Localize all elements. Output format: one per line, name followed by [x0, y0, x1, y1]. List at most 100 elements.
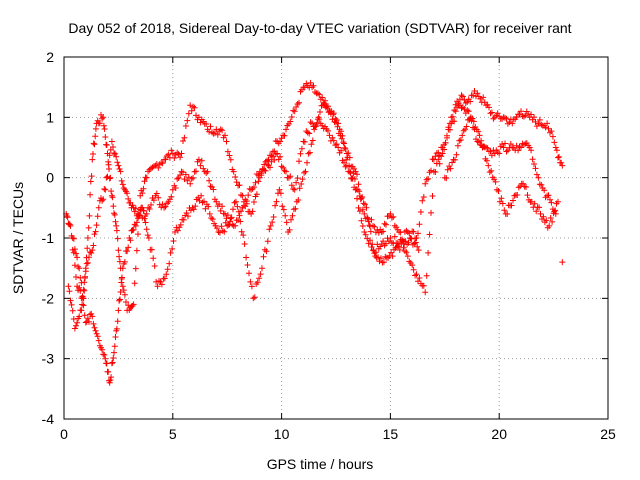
data-point	[255, 178, 262, 185]
data-point	[486, 104, 492, 111]
data-point	[359, 194, 366, 200]
data-point	[232, 198, 239, 205]
data-point	[391, 233, 398, 240]
data-point	[293, 104, 300, 110]
data-point	[155, 194, 162, 201]
data-point	[78, 279, 85, 286]
data-point	[415, 247, 422, 254]
data-point	[325, 127, 331, 134]
data-point	[502, 114, 508, 121]
data-point	[276, 186, 283, 193]
data-point	[452, 108, 459, 115]
data-point	[375, 254, 382, 261]
x-tick-label: 25	[600, 426, 616, 442]
y-tick-label: -2	[42, 290, 55, 306]
data-point	[283, 219, 290, 226]
data-point	[299, 176, 306, 183]
data-point	[544, 120, 551, 127]
data-point	[281, 132, 288, 139]
data-point	[312, 89, 318, 95]
data-point	[108, 192, 115, 199]
data-point	[117, 168, 124, 175]
data-point	[206, 210, 213, 217]
data-point	[75, 263, 82, 270]
data-point	[477, 95, 484, 102]
data-point	[156, 161, 163, 168]
data-point	[130, 226, 137, 233]
data-point	[382, 253, 389, 260]
data-point	[360, 200, 367, 207]
data-point	[412, 239, 419, 246]
data-point	[355, 181, 362, 188]
data-point	[253, 191, 260, 198]
data-point	[272, 202, 279, 209]
data-point	[444, 132, 450, 139]
data-point	[164, 266, 171, 273]
data-point	[90, 242, 97, 249]
data-point	[288, 216, 294, 223]
data-point	[73, 322, 79, 329]
data-point	[354, 171, 360, 178]
data-point	[101, 126, 108, 132]
data-point	[267, 164, 273, 171]
data-point	[287, 118, 294, 125]
data-point	[364, 215, 371, 222]
data-point	[110, 144, 116, 150]
data-point	[82, 319, 89, 326]
data-point	[227, 215, 234, 222]
data-point	[232, 174, 239, 180]
data-point	[422, 180, 429, 187]
data-point	[309, 137, 316, 144]
data-point	[278, 135, 285, 142]
data-point	[81, 312, 88, 319]
data-point	[338, 147, 345, 154]
data-point	[428, 209, 434, 216]
data-point	[310, 82, 317, 89]
data-point	[123, 299, 129, 305]
data-point	[547, 215, 554, 221]
data-points	[63, 79, 566, 386]
data-point	[188, 107, 195, 114]
data-point	[279, 203, 286, 210]
data-point	[110, 355, 117, 361]
data-point	[148, 246, 155, 253]
data-point	[71, 325, 78, 332]
data-point	[131, 208, 138, 215]
data-point	[514, 192, 521, 198]
data-point	[201, 198, 207, 205]
data-point	[127, 237, 134, 244]
data-point	[368, 216, 375, 223]
data-point	[458, 92, 465, 99]
data-point	[281, 167, 288, 174]
data-point	[175, 175, 182, 181]
data-point	[87, 191, 94, 198]
data-point	[301, 138, 308, 145]
data-point	[73, 274, 79, 280]
data-point	[182, 123, 189, 129]
data-point	[362, 231, 369, 238]
data-point	[446, 126, 453, 133]
data-point	[133, 247, 140, 254]
data-point	[76, 284, 83, 291]
data-point	[333, 141, 340, 148]
y-tick-label: -3	[42, 351, 55, 367]
data-point	[282, 212, 289, 219]
data-point	[315, 114, 322, 121]
data-point	[476, 132, 483, 139]
data-point	[306, 149, 313, 156]
data-point	[314, 119, 321, 126]
data-point	[107, 377, 114, 384]
data-point	[159, 160, 166, 167]
data-point	[543, 217, 550, 224]
data-point	[531, 200, 538, 207]
data-point	[79, 301, 86, 308]
data-point	[346, 168, 353, 175]
data-point	[410, 266, 417, 273]
data-point	[359, 206, 366, 213]
data-point	[403, 249, 410, 256]
data-point	[429, 193, 436, 199]
data-point	[483, 157, 490, 164]
data-point	[187, 180, 194, 187]
data-point	[293, 179, 300, 186]
